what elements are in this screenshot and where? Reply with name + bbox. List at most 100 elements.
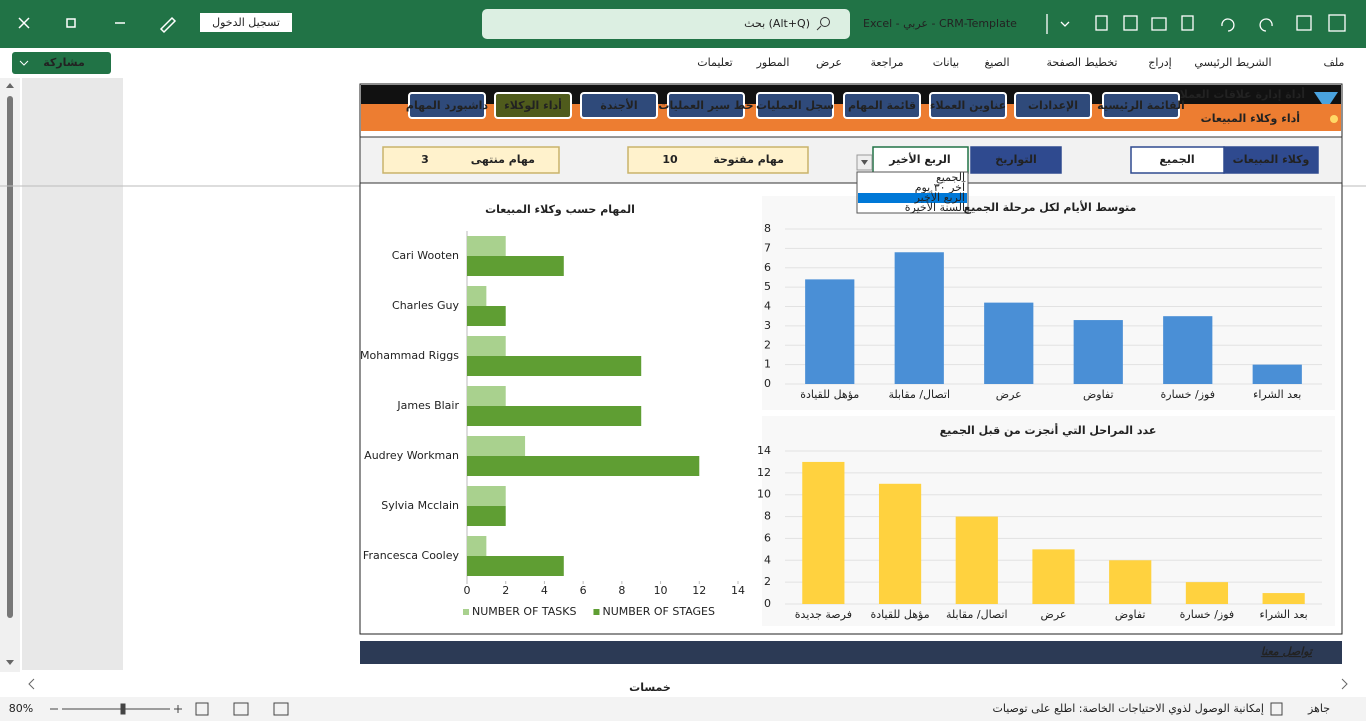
customize-icon[interactable] xyxy=(1060,21,1070,27)
ribbon-tab[interactable]: الصيغ xyxy=(984,56,1009,69)
accessibility-icon[interactable] xyxy=(1270,702,1283,716)
save-icon[interactable] xyxy=(1296,15,1312,31)
filter-value[interactable]: الربع الأخير xyxy=(888,152,950,166)
y-tick-label: Cari Wooten xyxy=(392,249,459,262)
restore-icon[interactable] xyxy=(66,18,76,28)
filter-value-box[interactable] xyxy=(872,146,969,174)
nav-button[interactable] xyxy=(667,92,745,119)
stat-label: مهام مفتوحة xyxy=(713,153,784,166)
y-tick-label: Mohammad Riggs xyxy=(360,349,459,362)
nav-button[interactable] xyxy=(1102,92,1180,119)
open-icon[interactable] xyxy=(1151,17,1167,31)
view-normal[interactable] xyxy=(273,702,289,716)
scroll-thumb[interactable] xyxy=(7,96,13,618)
nav-button[interactable] xyxy=(756,92,834,119)
nav-label[interactable]: القائمة الرئيسية xyxy=(1097,99,1185,112)
footer-link[interactable]: تواصل معنا xyxy=(1261,645,1314,658)
y-tick-label: 14 xyxy=(757,444,771,457)
bar xyxy=(467,336,506,356)
y-tick-label: Francesca Cooley xyxy=(363,549,460,562)
bar xyxy=(1185,582,1229,604)
bar xyxy=(1252,364,1302,384)
share-button[interactable] xyxy=(12,52,111,74)
share-label[interactable]: مشاركة xyxy=(43,56,85,69)
horizontal-scrollbar[interactable] xyxy=(0,672,1366,696)
nav-label[interactable]: الأجندة xyxy=(600,98,637,112)
y-tick-label: James Blair xyxy=(396,399,459,412)
ribbon-tab[interactable]: بيانات xyxy=(933,56,960,69)
excel-icon xyxy=(1328,14,1346,32)
status-accessibility[interactable]: إمكانية الوصول لذوي الاحتياجات الخاصة: ا… xyxy=(992,702,1264,715)
filter-value[interactable]: الجميع xyxy=(1159,153,1194,166)
ribbon-tab[interactable]: الشريط الرئيسي xyxy=(1194,56,1271,69)
nav-label[interactable]: خط سير العمليات xyxy=(658,99,753,112)
y-tick-label: 6 xyxy=(764,531,771,544)
ribbon-tab[interactable]: ملف xyxy=(1324,56,1345,69)
nav-button[interactable] xyxy=(929,92,1007,119)
zoom-controls xyxy=(50,702,1283,716)
ribbon-tab[interactable]: عرض xyxy=(816,56,842,69)
nav-button[interactable] xyxy=(408,92,486,119)
bar xyxy=(467,406,642,426)
search-label[interactable]: بحث (Alt+Q) xyxy=(744,17,810,30)
redo-icon[interactable] xyxy=(1259,18,1273,32)
nav-button[interactable] xyxy=(494,92,572,119)
undo-icon[interactable] xyxy=(1221,18,1235,32)
nav-button[interactable] xyxy=(580,92,658,119)
zoom-level[interactable]: 80% xyxy=(9,702,33,715)
nav-label[interactable]: أداء الوكلاء xyxy=(504,98,562,112)
nav-label[interactable]: قائمة المهام xyxy=(848,99,916,112)
ribbon-tab[interactable]: تخطيط الصفحة xyxy=(1047,56,1118,69)
nav-label[interactable]: عناوين العملاء xyxy=(930,99,1006,112)
close-icon[interactable] xyxy=(18,17,30,29)
legend-swatch xyxy=(463,609,469,615)
ribbon-tab[interactable]: مراجعة xyxy=(870,56,903,69)
dropdown-option[interactable]: الربع الأخير xyxy=(914,190,965,204)
nav-label[interactable]: داشبورد المهام xyxy=(406,99,489,112)
x-tick-label: 0 xyxy=(464,584,471,597)
footer-bar xyxy=(360,641,1342,664)
zoom-buttons[interactable] xyxy=(50,705,182,713)
signin-label[interactable]: تسجيل الدخول xyxy=(212,16,280,29)
zoom-thumb[interactable] xyxy=(120,703,126,715)
bar xyxy=(467,506,506,526)
new-icon[interactable] xyxy=(1181,15,1194,31)
view-page-break[interactable] xyxy=(195,702,209,716)
x-tick-label: اتصال/ مقابلة xyxy=(888,388,950,401)
y-tick-label: 3 xyxy=(764,319,771,332)
icon[interactable] xyxy=(1123,15,1138,31)
ribbon-tab[interactable]: تعليمات xyxy=(697,56,732,69)
filter-value-box[interactable] xyxy=(1130,146,1225,174)
status-ready: جاهز xyxy=(1307,702,1330,715)
nav-label[interactable]: سجل العمليات xyxy=(756,99,834,112)
ribbon xyxy=(0,48,1366,78)
nav-label[interactable]: الإعدادات xyxy=(1028,99,1078,112)
stat-box xyxy=(382,146,560,174)
search-box[interactable] xyxy=(482,9,850,39)
view-page-layout[interactable] xyxy=(233,702,249,716)
window-controls xyxy=(18,16,177,34)
x-tick-label: بعد الشراء xyxy=(1253,388,1301,401)
chart-title: متوسط الأيام لكل مرحلة الجميع xyxy=(964,200,1137,214)
x-tick-label: 8 xyxy=(618,584,625,597)
dropdown-option[interactable]: الجميع xyxy=(936,171,965,184)
nav-button[interactable] xyxy=(843,92,921,119)
icon[interactable] xyxy=(1095,15,1108,31)
brand: أداة إدارة علاقات العملاء xyxy=(1174,87,1305,101)
legend-swatch xyxy=(593,609,600,615)
nav-button[interactable] xyxy=(1014,92,1092,119)
dropdown-option[interactable]: آخر ٣٠ يوم xyxy=(915,180,966,194)
ribbon-tab[interactable]: المطور xyxy=(756,56,790,69)
dropdown-option[interactable]: السنة الأخيرة xyxy=(905,200,965,214)
bar xyxy=(467,556,564,576)
chart-title: عدد المراحل التي أنجزت من قبل الجميع xyxy=(940,423,1157,437)
scroll-arrows[interactable] xyxy=(28,678,1348,690)
ribbon-tab[interactable]: إدراج xyxy=(1148,56,1171,69)
bar xyxy=(805,279,855,384)
pen-icon[interactable] xyxy=(159,16,177,34)
logo-funnel xyxy=(1314,92,1338,104)
chart-title: المهام حسب وكلاء المبيعات xyxy=(485,203,635,216)
bar xyxy=(1032,549,1075,604)
signin-button[interactable] xyxy=(200,13,292,32)
